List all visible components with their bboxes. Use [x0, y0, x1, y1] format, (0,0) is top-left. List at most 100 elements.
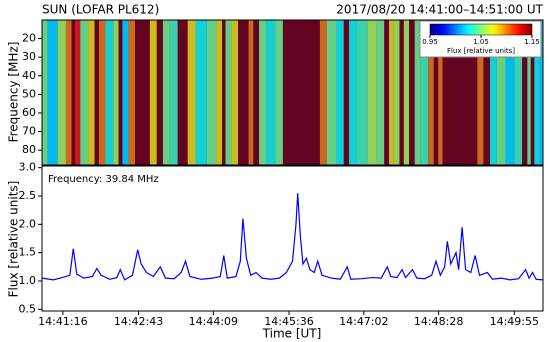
- spectrogram-column: [530, 20, 535, 165]
- axes-background: [42, 166, 543, 311]
- spectrogram-column: [294, 20, 297, 165]
- spectrogram-column: [88, 20, 95, 165]
- axes-frame: [41, 19, 544, 166]
- y-tick-label: 0.5: [19, 302, 37, 315]
- spectrogram-column: [457, 20, 461, 165]
- spectrogram-column: [446, 20, 450, 165]
- spectrogram-column: [113, 20, 119, 165]
- y-axis-label: Flux [relative units]: [7, 181, 21, 298]
- spectrogram-column: [527, 20, 531, 165]
- spectrogram-column: [442, 20, 447, 165]
- spectrogram-column: [409, 20, 415, 165]
- spectrogram-column: [304, 20, 309, 165]
- spectrogram-column: [483, 20, 490, 165]
- spectrogram-column: [231, 20, 239, 165]
- spectrogram-column: [428, 20, 434, 165]
- colorbar-tick-label: 1.05: [473, 38, 489, 46]
- y-tick-label: 40: [22, 69, 36, 82]
- spectrogram-column: [128, 20, 136, 165]
- spectrogram-column: [335, 20, 344, 165]
- spectrogram-column: [299, 20, 302, 165]
- spectrogram-column: [259, 20, 267, 165]
- spectrogram-column: [105, 20, 114, 165]
- x-axis-label: Time [UT]: [262, 327, 322, 341]
- colorbar: [429, 23, 533, 36]
- spectrogram-column: [468, 20, 473, 165]
- x-tick-label: 14:42:43: [114, 315, 163, 328]
- spectrogram-column: [222, 20, 226, 165]
- spectrogram-column: [241, 20, 245, 165]
- y-tick-label: 30: [22, 50, 36, 63]
- spectrogram-column: [156, 20, 163, 165]
- spectrogram-column: [216, 20, 223, 165]
- spectrogram-column: [349, 20, 357, 165]
- spectrogram-column: [433, 20, 439, 165]
- spectrogram-column: [477, 20, 484, 165]
- spectrogram-column: [505, 20, 515, 165]
- spectrogram-column: [183, 20, 188, 165]
- y-axis-label: Frequency [MHz]: [7, 42, 21, 143]
- spectrogram-column: [187, 20, 196, 165]
- spectrogram-column: [266, 20, 276, 165]
- x-tick-label: 14:44:09: [189, 315, 238, 328]
- spectrogram-column: [162, 20, 170, 165]
- y-tick-label: 1.0: [19, 274, 37, 287]
- spectrogram-column: [42, 20, 48, 165]
- spectrogram-column: [75, 20, 81, 165]
- spectrogram-column: [206, 20, 217, 165]
- y-tick-label: 60: [22, 106, 36, 119]
- colorbar-tick-label: 0.95: [422, 38, 438, 46]
- spectrogram-column: [225, 20, 232, 165]
- x-tick-label: 14:41:16: [38, 315, 87, 328]
- x-tick-label: 14:48:28: [414, 315, 463, 328]
- colorbar-label: Flux [relative units]: [447, 47, 515, 55]
- spectrogram-column: [122, 20, 129, 165]
- spectrogram-column: [135, 20, 140, 165]
- spectrogram-column: [177, 20, 184, 165]
- spectrogram-column: [514, 20, 523, 165]
- spectrogram-column: [57, 20, 66, 165]
- spectrogram-column: [244, 20, 249, 165]
- spectrogram-column: [289, 20, 295, 165]
- spectrogram-column: [65, 20, 72, 165]
- spectrogram-column: [94, 20, 99, 165]
- axes-frame: [41, 165, 544, 312]
- spectrogram-column: [522, 20, 528, 165]
- lightcurve-panel: 0.5 1.0 1.5 2.0 2.5 3.0 14:41:16 14:42:43 14:44:…: [19, 161, 544, 328]
- spectrogram-column: [312, 20, 316, 165]
- spectrogram-column: [463, 20, 469, 165]
- spectrogram-column: [315, 20, 320, 165]
- spectrogram-column: [367, 20, 377, 165]
- spectrogram-column: [80, 20, 89, 165]
- y-tick-label: 70: [22, 125, 36, 138]
- spectrogram-panel: 20 30 40 50 60 70 80 0.95 1.05 1.15 Flux [relative…: [22, 19, 544, 168]
- spectrogram-column: [356, 20, 368, 165]
- y-tick-label: 2.0: [19, 217, 37, 230]
- spectrogram-column: [195, 20, 207, 165]
- spectrogram-column: [71, 20, 76, 165]
- chart-subtitle: 2017/08/20 14:41:00–14:51:00 UT: [336, 3, 543, 17]
- spectrogram-column: [449, 20, 454, 165]
- spectrogram-column: [420, 20, 429, 165]
- spectrogram-column: [343, 20, 350, 165]
- spectrogram-column: [139, 20, 144, 165]
- spectrogram-column: [539, 20, 543, 165]
- colorbar-tick-label: 1.15: [524, 38, 540, 46]
- x-tick-label: 14:45:36: [264, 315, 313, 328]
- spectrogram-column: [308, 20, 313, 165]
- spectrogram-column: [384, 20, 390, 165]
- y-tick-label: 80: [22, 143, 36, 156]
- spectrogram-column: [319, 20, 327, 165]
- flux-line: [41, 193, 544, 281]
- spectrogram-column: [118, 20, 123, 165]
- spectrogram-column: [238, 20, 242, 165]
- spectrogram-column: [326, 20, 336, 165]
- spectrogram-column: [248, 20, 254, 165]
- spectrogram-column: [143, 20, 150, 165]
- spectrogram-column: [393, 20, 400, 165]
- y-tick-label: 3.0: [19, 161, 37, 174]
- spectrogram-column: [296, 20, 300, 165]
- spectrogram-column: [460, 20, 464, 165]
- y-tick-label: 50: [22, 87, 36, 100]
- annotation: Frequency: 39.84 MHz: [48, 174, 159, 185]
